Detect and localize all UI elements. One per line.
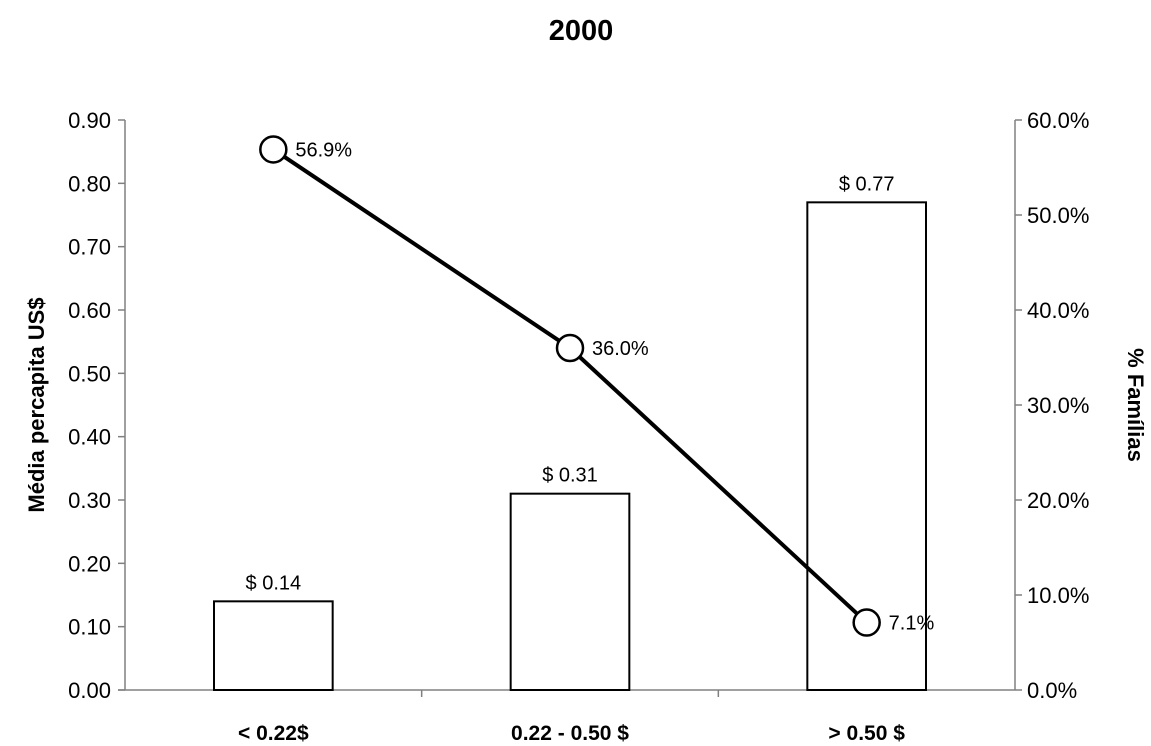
y-tick-label: 0.10 <box>68 615 111 640</box>
line-series-group: 56.9% 36.0% 7.1% <box>259 135 935 637</box>
bar-data-label: $ 0.77 <box>839 173 895 195</box>
y-tick-label: 0.00 <box>68 678 111 703</box>
line-data-label: 56.9% <box>295 139 352 161</box>
x-tick-label: 0.22 - 0.50 $ <box>511 722 629 745</box>
y-tick-label: 0.20 <box>68 551 111 576</box>
chart-title: 2000 <box>549 15 614 47</box>
y2-tick-label: 50.0% <box>1027 203 1089 228</box>
bar-data-label: $ 0.14 <box>246 572 302 594</box>
y-tick-label: 0.70 <box>68 235 111 260</box>
ticks-group: 0.00 0.10 0.20 0.30 0.40 0.50 0.60 0.70 0.80 0.90… <box>68 108 1089 745</box>
bar <box>509 492 631 691</box>
line-marker <box>555 333 585 363</box>
y2-tick-label: 20.0% <box>1027 488 1089 513</box>
y-tick-label: 0.30 <box>68 488 111 513</box>
line-marker <box>852 608 881 637</box>
y-tick-label: 0.60 <box>68 298 111 323</box>
x-tick-label: > 0.50 $ <box>828 722 905 745</box>
line-marker <box>259 135 288 164</box>
y2-tick-label: 60.0% <box>1027 108 1089 133</box>
y-tick-label: 0.50 <box>68 361 111 386</box>
y-axis-title: Média percapita US$ <box>24 297 49 512</box>
line-data-label: 7.1% <box>889 613 935 635</box>
y2-tick-label: 10.0% <box>1027 583 1089 608</box>
y-tick-label: 0.90 <box>68 108 111 133</box>
y-tick-label: 0.80 <box>68 171 111 196</box>
y2-axis-title: % Famílias <box>1123 348 1148 462</box>
line-data-label: 36.0% <box>592 338 649 360</box>
bars-group: $ 0.14 $ 0.31 $ 0.77 <box>213 173 927 691</box>
y-tick-label: 0.40 <box>68 425 111 450</box>
x-tick-label: < 0.22$ <box>238 722 309 745</box>
y2-tick-label: 0.0% <box>1027 678 1077 703</box>
bar <box>213 600 334 691</box>
bar-data-label: $ 0.31 <box>542 465 598 487</box>
y2-tick-label: 30.0% <box>1027 393 1089 418</box>
y2-tick-label: 40.0% <box>1027 298 1089 323</box>
